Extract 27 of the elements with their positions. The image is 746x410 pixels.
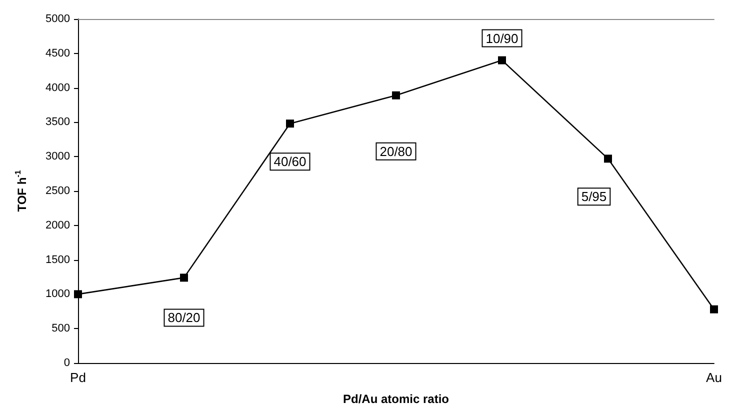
y-tick-label: 3000 xyxy=(46,150,70,163)
y-tick-label: 5000 xyxy=(46,13,70,25)
y-tick-label: 1000 xyxy=(46,288,70,300)
x-axis-title: Pd/Au atomic ratio xyxy=(342,392,450,406)
x-tick-label: Pd xyxy=(70,370,86,385)
y-tick-label: 4000 xyxy=(46,82,70,94)
annotation: 40/60 xyxy=(274,154,306,170)
point xyxy=(180,274,188,282)
x-tick-label: Au xyxy=(706,370,722,385)
annotation: 5/95 xyxy=(581,189,607,204)
annotation: 80/20 xyxy=(168,310,200,326)
y-tick-label: 3500 xyxy=(46,116,70,128)
y-tick-label: 0 xyxy=(64,357,70,369)
y-tick-label: 500 xyxy=(52,322,70,335)
y-tick-label: 4500 xyxy=(46,47,70,60)
point xyxy=(710,305,718,314)
point xyxy=(392,91,400,100)
y-axis-title: TOF h-1 xyxy=(14,170,29,212)
annotation: 10/90 xyxy=(486,30,518,46)
point xyxy=(74,290,82,298)
y-tick-label: 2000 xyxy=(46,219,70,232)
point xyxy=(286,120,294,128)
y-tick-label: 2500 xyxy=(46,185,70,197)
point xyxy=(498,56,506,64)
annotation: 20/80 xyxy=(380,144,412,159)
point xyxy=(604,154,612,163)
y-tick-label: 1500 xyxy=(46,254,70,266)
